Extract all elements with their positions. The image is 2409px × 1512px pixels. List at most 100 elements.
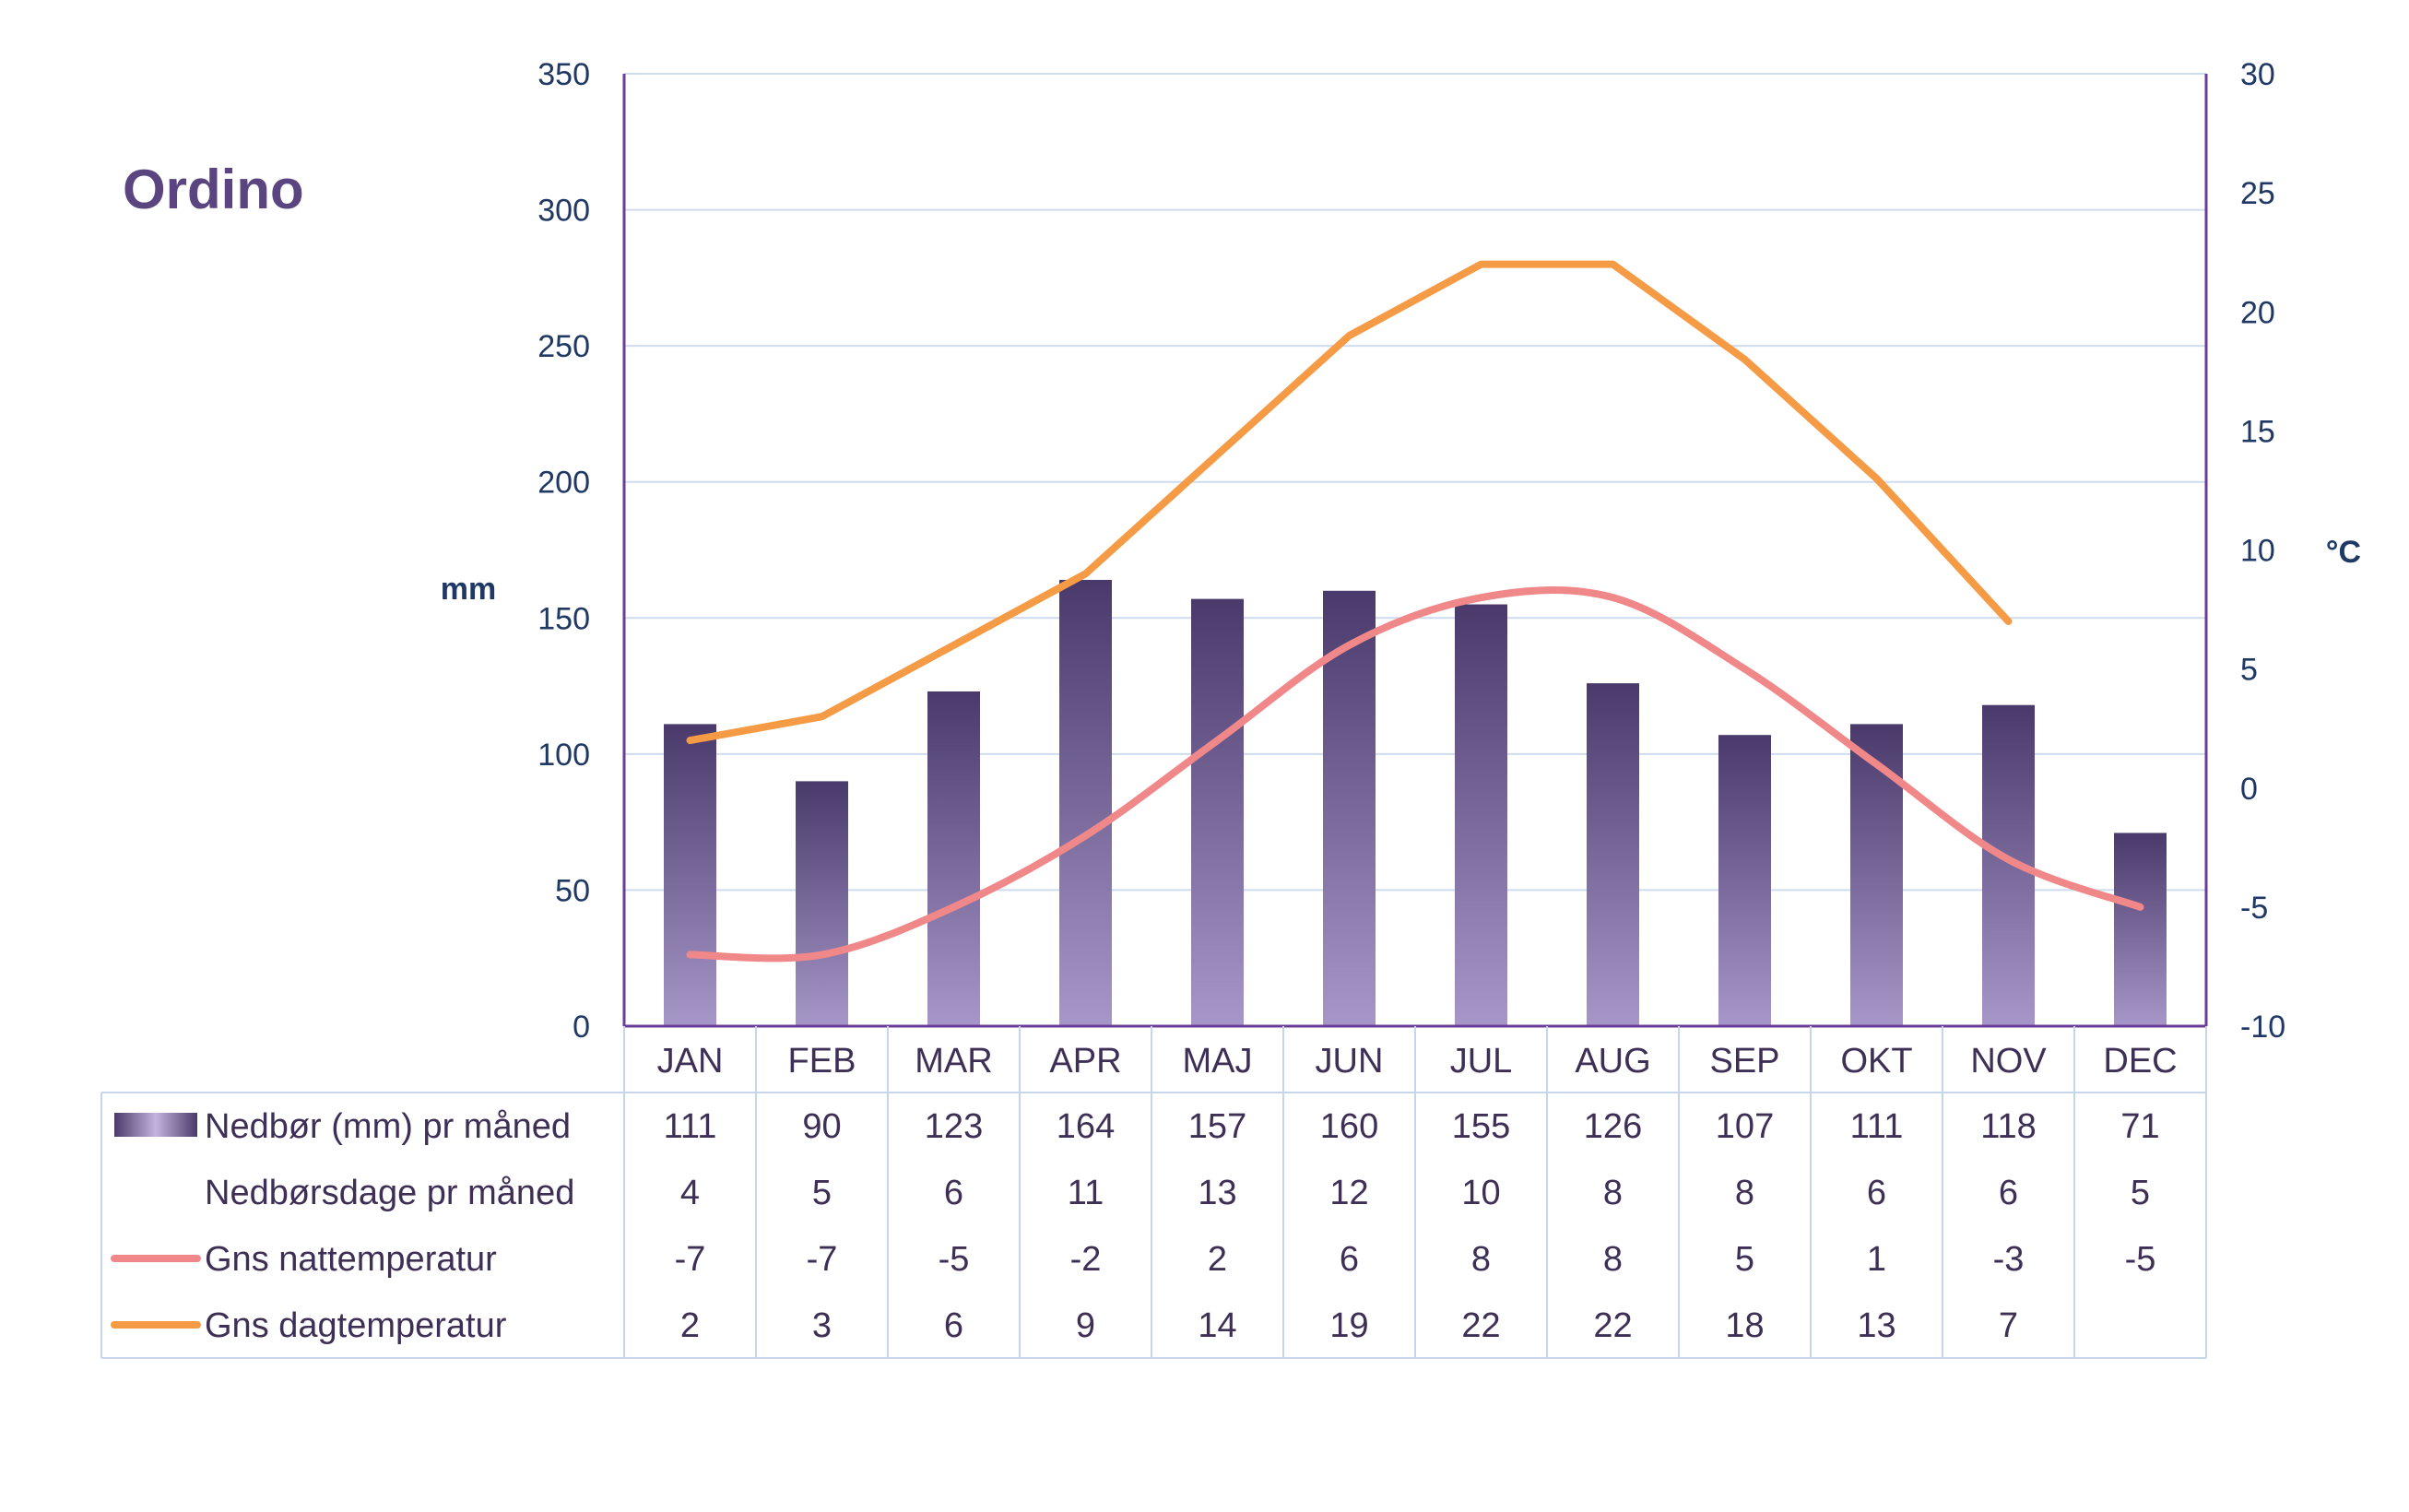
night-temp-line (686, 586, 2144, 963)
y2-tick-label: 5 (2240, 653, 2258, 688)
x-tick-label: MAR (915, 1042, 992, 1081)
table-cell-value: -7 (675, 1240, 706, 1279)
table-cell-value: 5 (2131, 1174, 2150, 1212)
table-cell-value: 8 (1735, 1174, 1754, 1212)
chart-title: Ordino (123, 159, 304, 220)
precip-bar (927, 691, 980, 1026)
table-cell-value: 13 (1198, 1174, 1236, 1212)
bars (664, 579, 2167, 1026)
legend-label: Gns dagtemperatur (205, 1306, 507, 1345)
x-tick-label: JAN (657, 1042, 724, 1081)
legend-label: Gns nattemperatur (205, 1240, 497, 1279)
table-cell-value: 5 (812, 1174, 832, 1212)
table-cell-value: 111 (664, 1107, 717, 1146)
table-cell-value: 111 (1850, 1107, 1904, 1146)
table-cell-value: 164 (1057, 1107, 1115, 1146)
table-cell-value: 8 (1603, 1174, 1623, 1212)
precip-bar (796, 781, 848, 1026)
precip-bar (2114, 833, 2167, 1026)
precip-bar (1850, 724, 1903, 1026)
table-cell-value: 90 (802, 1107, 841, 1146)
table-cell-value: 1 (1867, 1240, 1886, 1279)
precip-bar (1323, 590, 1376, 1026)
day-temp-line (686, 260, 2013, 745)
precip-bar (664, 724, 716, 1026)
table-cell-value: 9 (1076, 1306, 1095, 1345)
y2-tick-label: 30 (2240, 57, 2275, 92)
table-cell-value: 12 (1329, 1174, 1368, 1212)
legend-swatch-precip (114, 1113, 197, 1137)
table-cell-value: 71 (2120, 1107, 2159, 1146)
table-cell-value: 107 (1716, 1107, 1774, 1146)
legend-label: Nedbørsdage pr måned (205, 1174, 574, 1212)
table-cell-value: 6 (944, 1174, 963, 1212)
x-tick-label: NOV (1970, 1042, 2047, 1081)
temperature-lines (686, 260, 2144, 963)
legend-label: Nedbør (mm) pr måned (205, 1107, 571, 1146)
table-cell-value: -2 (1070, 1240, 1102, 1279)
y-tick-label: 200 (537, 466, 590, 501)
y2-axis-label: °C (2326, 535, 2361, 570)
table-cell-value: 118 (1980, 1107, 2037, 1146)
y2-tick-label: 25 (2240, 176, 2275, 211)
precip-bar (1191, 598, 1244, 1026)
x-tick-label: DEC (2103, 1042, 2177, 1081)
y2-tick-label: 0 (2240, 772, 2258, 807)
table-cell-value: 6 (944, 1306, 963, 1345)
x-tick-label: JUL (1450, 1042, 1513, 1081)
y-tick-label: 0 (573, 1010, 590, 1045)
y-tick-label: 250 (537, 329, 590, 364)
table-cell-value: 11 (1068, 1174, 1104, 1212)
precip-bar (1718, 735, 1771, 1026)
precip-bar (1455, 604, 1507, 1026)
x-tick-label: MAJ (1183, 1042, 1253, 1081)
table-cell-value: 14 (1198, 1306, 1236, 1345)
table-cell-value: 18 (1725, 1306, 1764, 1345)
table-cell-value: -7 (807, 1240, 838, 1279)
precip-bar (1587, 683, 1639, 1026)
y-tick-label: 300 (537, 194, 590, 229)
y2-tick-label: 10 (2240, 534, 2275, 569)
x-tick-label: JUN (1316, 1042, 1384, 1081)
table-cell-value: 6 (1999, 1174, 2018, 1212)
table-cell-value: -5 (2125, 1240, 2156, 1279)
y2-tick-label: 20 (2240, 295, 2275, 330)
axes: 0 50 100 150 200 250 300 350 -10 -5 0 5 10 15 20 25 30 (537, 57, 2285, 1045)
table-cell-value: 7 (1999, 1306, 2018, 1345)
x-tick-label: APR (1049, 1042, 1121, 1081)
table-cell-value: 13 (1857, 1306, 1895, 1345)
table-cell-value: 8 (1471, 1240, 1491, 1279)
table-cell-value: 2 (680, 1306, 700, 1345)
precip-bar (1059, 579, 1112, 1026)
table-cell-value: 19 (1329, 1306, 1368, 1345)
table-cell-value: 2 (1208, 1240, 1227, 1279)
y-tick-label: 150 (537, 601, 590, 636)
y-tick-label: 50 (555, 873, 590, 908)
y2-tick-label: 15 (2240, 414, 2275, 449)
table-cell-value: 126 (1584, 1107, 1642, 1146)
y2-tick-label: -5 (2240, 891, 2268, 926)
x-tick-label: SEP (1709, 1042, 1779, 1081)
table-cell-value: 155 (1452, 1107, 1510, 1146)
table-cell-value: 157 (1188, 1107, 1246, 1146)
table-cell-value: 22 (1593, 1306, 1632, 1345)
x-tick-label: AUG (1575, 1042, 1650, 1081)
table-cell-value: 3 (812, 1306, 832, 1345)
y-tick-label: 100 (537, 738, 590, 773)
gridlines (624, 73, 2206, 892)
table-cell-value: -5 (939, 1240, 970, 1279)
y-tick-label: 350 (537, 57, 590, 92)
table-cell-value: 22 (1461, 1306, 1500, 1345)
y-axis-label: mm (441, 572, 496, 607)
table-cell-value: 8 (1603, 1240, 1623, 1279)
table-cell-value: 6 (1340, 1240, 1359, 1279)
table-cell-value: -3 (1993, 1240, 2025, 1279)
x-tick-label: OKT (1840, 1042, 1912, 1081)
table-cell-value: 123 (925, 1107, 983, 1146)
table-cell-value: 4 (680, 1174, 700, 1212)
y2-tick-label: -10 (2240, 1010, 2285, 1045)
table-cell-value: 160 (1320, 1107, 1378, 1146)
table-cell-value: 5 (1735, 1240, 1754, 1279)
table-cell-value: 10 (1461, 1174, 1500, 1212)
